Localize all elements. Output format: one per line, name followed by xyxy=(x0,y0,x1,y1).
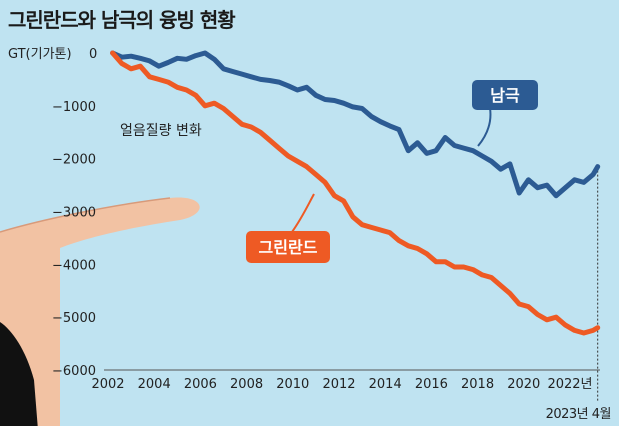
x-tick-label: 2008 xyxy=(230,377,263,392)
y-tick-label: −3000 xyxy=(52,206,96,221)
callout-line-antarctica xyxy=(477,107,492,147)
page-title: 그린란드와 남극의 융빙 현황 xyxy=(8,8,236,32)
callout-box-greenland xyxy=(246,231,330,263)
callout-box-antarctica xyxy=(472,80,538,110)
x-tick-label: 2002 xyxy=(91,377,124,392)
callout-line-greenland xyxy=(291,193,315,233)
x-tick-label: 2012 xyxy=(322,377,355,392)
date-note: 2023년 4월 xyxy=(545,407,612,422)
x-tick-label: 2016 xyxy=(415,377,448,392)
y-tick-label: 0 xyxy=(89,47,97,62)
series-label-antarctica: 남극 xyxy=(490,86,520,105)
hand-illustration xyxy=(0,197,200,426)
x-tick-label: 2006 xyxy=(184,377,217,392)
annotation-label: 얼음질량 변화 xyxy=(120,123,202,139)
y-tick-label: −2000 xyxy=(52,153,96,168)
y-tick-label: −5000 xyxy=(52,311,96,326)
series-label-greenland: 그린란드 xyxy=(259,238,318,257)
series-line-greenland xyxy=(110,50,601,336)
y-tick-label: −6000 xyxy=(52,364,96,379)
y-axis-label: GT(기가톤) xyxy=(8,47,72,62)
x-tick-label: 2014 xyxy=(369,377,402,392)
x-tick-label: 2018 xyxy=(461,377,494,392)
x-tick-label: 2004 xyxy=(138,377,171,392)
x-tick-label: 2020 xyxy=(507,377,540,392)
series-line-antarctica xyxy=(110,50,601,199)
y-tick-label: −1000 xyxy=(52,100,96,115)
y-tick-label: −4000 xyxy=(52,258,96,273)
x-tick-label: 2022년 xyxy=(547,377,592,392)
x-tick-label: 2010 xyxy=(276,377,309,392)
